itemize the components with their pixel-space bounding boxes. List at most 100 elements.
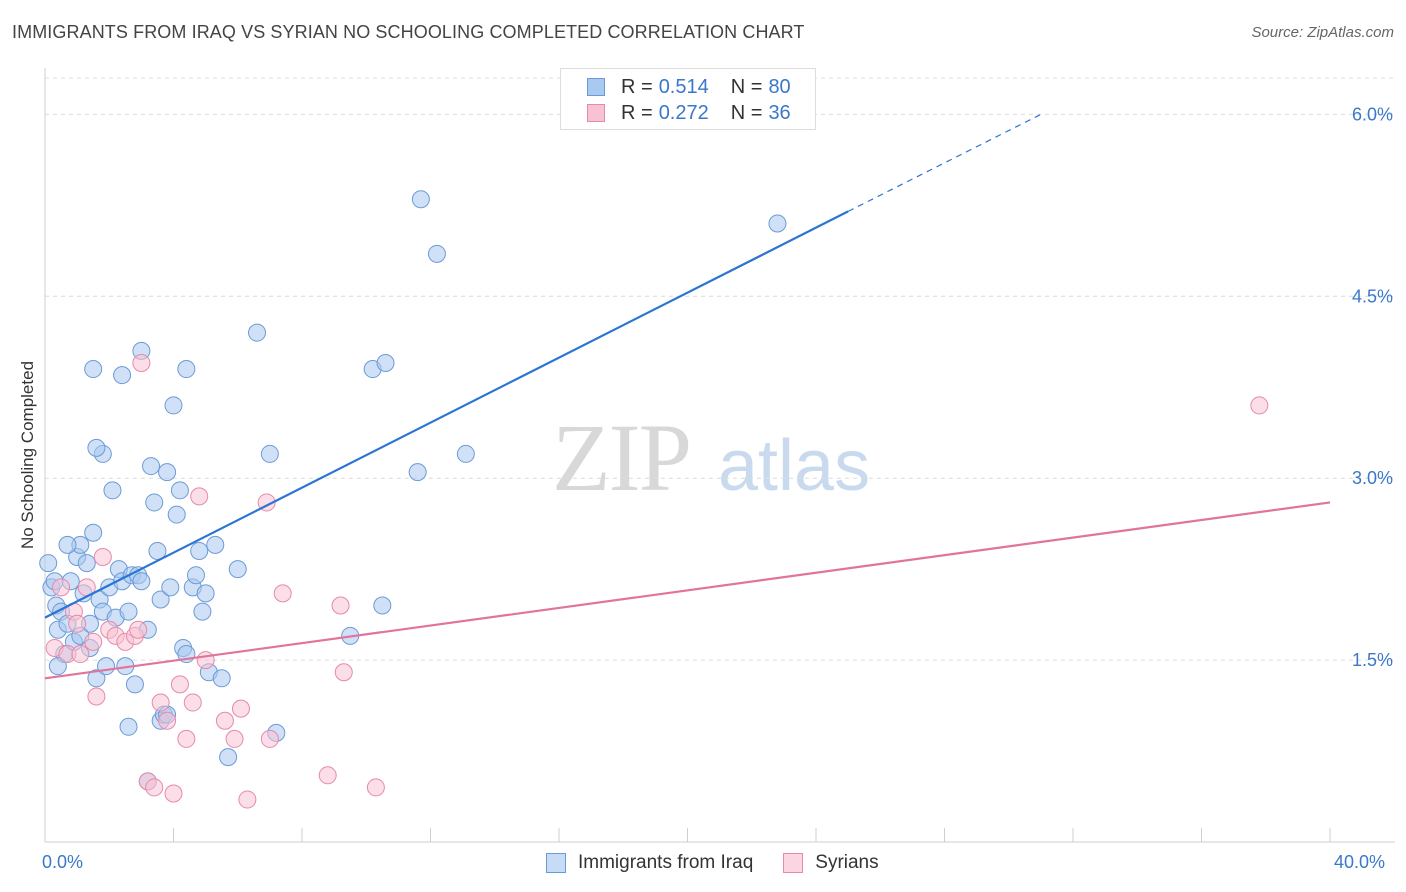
syrians-point [158, 711, 177, 730]
syrians-trend-line [44, 501, 1331, 680]
iraq-point [48, 657, 67, 676]
legend-row-syrians: R = 0.272 N = 36 [587, 100, 791, 126]
iraq-point [456, 444, 475, 463]
iraq-point [186, 566, 205, 585]
iraq-point [148, 541, 167, 560]
legend-label-iraq: Immigrants from Iraq [578, 852, 754, 873]
iraq-point [196, 584, 215, 603]
n-value-syrians: 36 [768, 101, 791, 124]
syrians-point [190, 487, 209, 506]
legend-row-iraq: R = 0.514 N = 80 [587, 74, 791, 100]
iraq-point [228, 560, 247, 579]
syrians-point [260, 729, 279, 748]
iraq-point [768, 214, 787, 233]
n-value-iraq: 80 [768, 75, 791, 98]
syrians-point [1250, 396, 1269, 415]
syrians-point [68, 614, 87, 633]
iraq-point [260, 444, 279, 463]
legend-item-iraq[interactable]: Immigrants from Iraq [546, 852, 753, 874]
syrians-point [84, 632, 103, 651]
iraq-point [193, 602, 212, 621]
iraq-point [248, 323, 267, 342]
syrians-point [93, 548, 112, 567]
watermark-atlas: atlas [718, 426, 871, 506]
r-value-iraq: 0.514 [658, 75, 709, 98]
iraq-point [142, 457, 161, 476]
iraq-point [164, 396, 183, 415]
iraq-point [408, 463, 427, 482]
iraq-point [190, 541, 209, 560]
r-label: R = [621, 101, 653, 124]
iraq-point [77, 554, 96, 573]
iraq-point [39, 554, 58, 573]
iraq-point [161, 578, 180, 597]
chart-title: IMMIGRANTS FROM IRAQ VS SYRIAN NO SCHOOL… [12, 22, 805, 42]
syrians-point [170, 675, 189, 694]
iraq-point [177, 360, 196, 379]
iraq-point [151, 590, 170, 609]
iraq-point [87, 669, 106, 688]
iraq-point [119, 717, 138, 736]
syrians-point [238, 790, 257, 809]
iraq-point [170, 481, 189, 500]
r-label: R = [621, 75, 653, 98]
source-label: Source: ZipAtlas.com [1251, 24, 1394, 41]
y-tick-label: 3.0% [1352, 468, 1393, 488]
legend-label-syrians: Syrians [815, 852, 879, 873]
y-tick-label: 4.5% [1352, 286, 1393, 306]
legend-swatch-syrians [783, 853, 804, 873]
syrians-point [177, 729, 196, 748]
syrians-point [151, 693, 170, 712]
legend-swatch-iraq [587, 78, 605, 96]
iraq-point [103, 481, 122, 500]
iraq-trend-line [44, 210, 849, 619]
iraq-point [58, 535, 77, 554]
iraq-point [125, 675, 144, 694]
iraq-point [206, 535, 225, 554]
n-label: N = [730, 75, 763, 98]
iraq-point [376, 353, 395, 372]
syrians-point [183, 693, 202, 712]
x-tick-label-max: 40.0% [1334, 852, 1386, 872]
r-value-syrians: 0.272 [658, 101, 709, 124]
iraq-point [158, 463, 177, 482]
iraq-point [84, 360, 103, 379]
legend-item-syrians[interactable]: Syrians [783, 852, 879, 874]
syrians-point [318, 766, 337, 785]
syrians-point [132, 353, 151, 372]
x-tick-label-min: 0.0% [42, 852, 84, 872]
iraq-trend-extension [847, 113, 1042, 212]
watermark-zip: ZIP [552, 404, 692, 511]
y-tick-label: 6.0% [1352, 104, 1393, 124]
syrians-point [129, 620, 148, 639]
iraq-point [132, 572, 151, 591]
iraq-point [212, 669, 231, 688]
syrians-point [52, 578, 71, 597]
iraq-point [167, 505, 186, 524]
syrians-point [196, 651, 215, 670]
iraq-point [373, 596, 392, 615]
correlation-legend: R = 0.514 N = 80 R = 0.272 N = 36 [560, 68, 816, 130]
syrians-point [71, 645, 90, 664]
syrians-point [231, 699, 250, 718]
iraq-point [119, 602, 138, 621]
iraq-point [113, 366, 132, 385]
iraq-point [84, 523, 103, 542]
iraq-point [87, 438, 106, 457]
legend-swatch-iraq [546, 853, 566, 873]
syrians-point [87, 687, 106, 706]
syrians-point [215, 711, 234, 730]
series-legend: Immigrants from Iraq Syrians [546, 852, 909, 874]
syrians-point [225, 729, 244, 748]
syrians-point [164, 784, 183, 803]
iraq-point [427, 244, 446, 263]
syrians-point [331, 596, 350, 615]
syrians-point [273, 584, 292, 603]
syrians-point [334, 663, 353, 682]
iraq-point [411, 190, 430, 209]
iraq-point [145, 493, 164, 512]
y-tick-label: 1.5% [1352, 650, 1393, 670]
iraq-point [97, 657, 116, 676]
n-label: N = [730, 101, 763, 124]
